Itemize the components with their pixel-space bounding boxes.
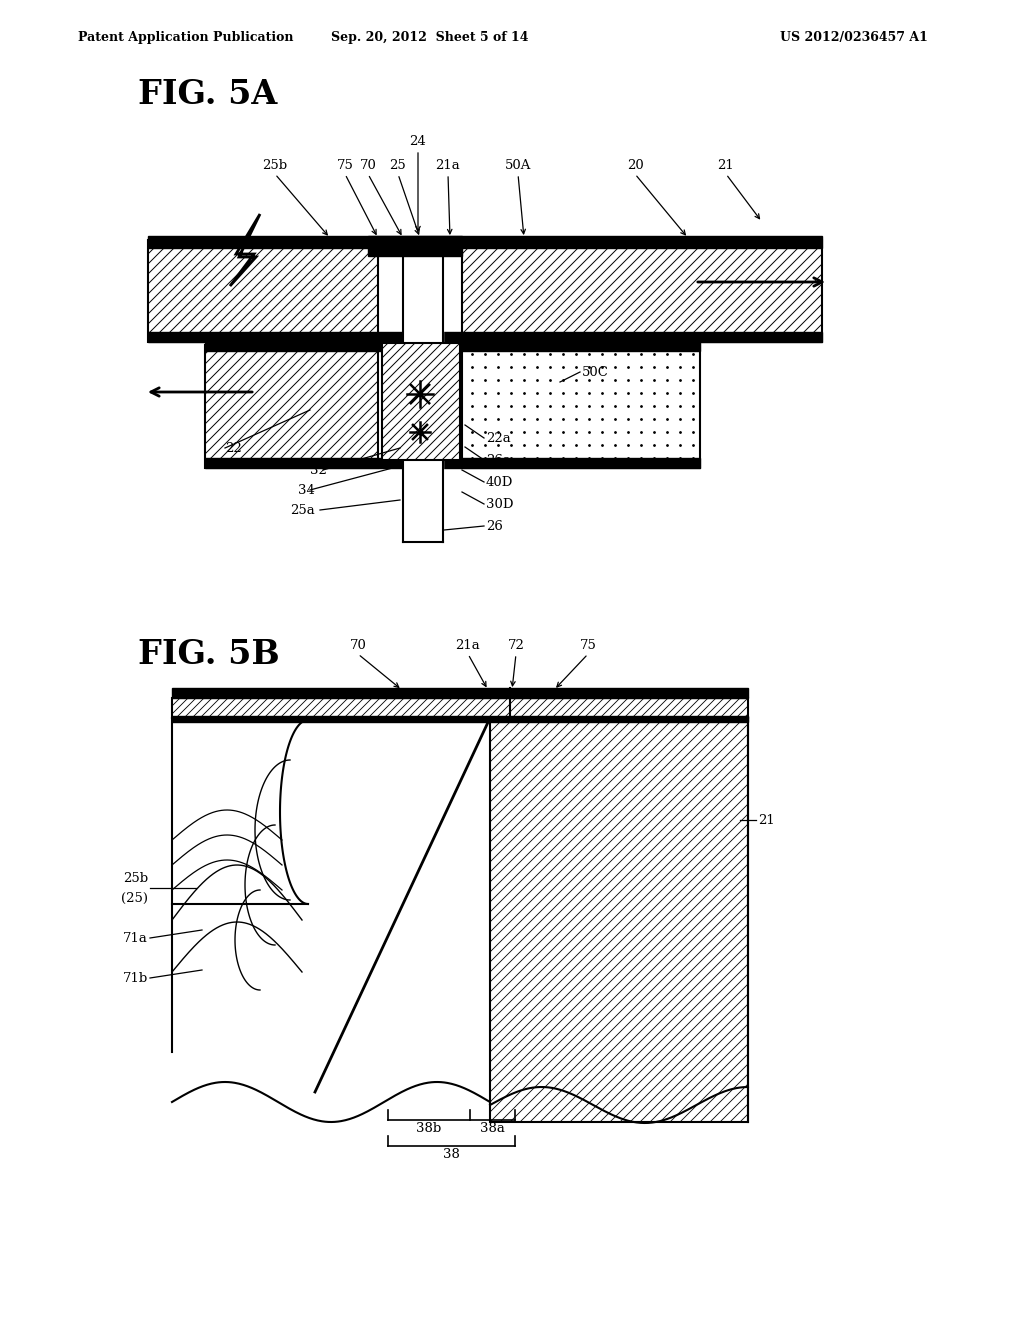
Text: 25b: 25b <box>262 158 288 172</box>
Text: 38a: 38a <box>480 1122 505 1135</box>
Polygon shape <box>205 345 378 469</box>
Polygon shape <box>172 715 748 722</box>
Polygon shape <box>172 698 748 718</box>
Text: 38b: 38b <box>417 1122 441 1135</box>
Polygon shape <box>403 256 443 543</box>
Text: 34: 34 <box>298 483 314 496</box>
Text: 25b: 25b <box>123 871 148 884</box>
Text: 70: 70 <box>349 639 367 652</box>
Polygon shape <box>148 236 822 248</box>
Text: 25a: 25a <box>290 503 314 516</box>
Text: 32: 32 <box>310 463 327 477</box>
Polygon shape <box>462 345 700 469</box>
Text: Sep. 20, 2012  Sheet 5 of 14: Sep. 20, 2012 Sheet 5 of 14 <box>331 32 528 45</box>
Polygon shape <box>382 343 460 459</box>
Text: FIG. 5A: FIG. 5A <box>138 78 278 111</box>
Text: 30D: 30D <box>486 498 513 511</box>
Text: 38: 38 <box>443 1148 460 1162</box>
Text: 70: 70 <box>359 158 377 172</box>
Text: 71b: 71b <box>123 972 148 985</box>
Polygon shape <box>368 236 462 256</box>
Text: 72: 72 <box>508 639 524 652</box>
Text: FIG. 5B: FIG. 5B <box>138 639 280 672</box>
Text: 21: 21 <box>718 158 734 172</box>
Text: 26a: 26a <box>486 454 511 466</box>
Text: 24: 24 <box>410 135 426 148</box>
Polygon shape <box>205 341 700 351</box>
Text: 21a: 21a <box>456 639 480 652</box>
Text: (25): (25) <box>121 891 148 904</box>
Text: US 2012/0236457 A1: US 2012/0236457 A1 <box>780 32 928 45</box>
Text: 26: 26 <box>486 520 503 532</box>
Polygon shape <box>148 333 822 342</box>
Text: 25: 25 <box>389 158 407 172</box>
Text: 21: 21 <box>758 813 775 826</box>
Polygon shape <box>148 240 378 342</box>
Text: 22a: 22a <box>486 432 511 445</box>
Polygon shape <box>462 240 822 342</box>
Text: 20: 20 <box>627 158 643 172</box>
Text: 75: 75 <box>580 639 596 652</box>
Text: 21a: 21a <box>435 158 461 172</box>
Text: 71a: 71a <box>123 932 148 945</box>
Text: 50A: 50A <box>505 158 531 172</box>
Text: Patent Application Publication: Patent Application Publication <box>78 32 294 45</box>
Polygon shape <box>490 718 748 1122</box>
Text: 40D: 40D <box>486 475 513 488</box>
Polygon shape <box>172 688 748 698</box>
Text: 75: 75 <box>337 158 353 172</box>
Text: 22: 22 <box>225 441 242 454</box>
Polygon shape <box>205 458 700 469</box>
Text: 50C: 50C <box>582 366 609 379</box>
